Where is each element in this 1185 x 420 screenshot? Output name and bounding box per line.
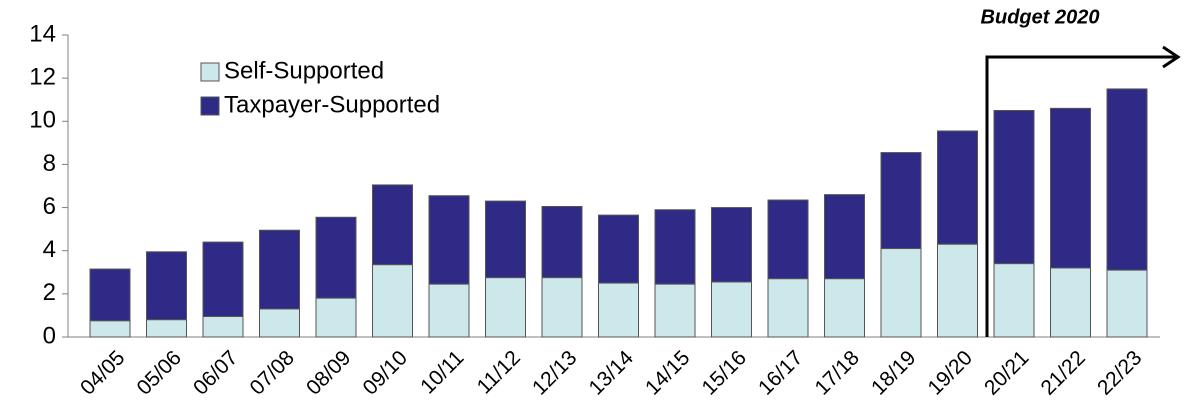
bar-segment bbox=[937, 243, 978, 338]
bar-segment bbox=[1106, 88, 1148, 271]
x-tick-label: 18/19 bbox=[867, 346, 920, 399]
bar-segment bbox=[767, 199, 809, 280]
bar-segment bbox=[880, 152, 922, 250]
x-tick-label: 04/05 bbox=[76, 346, 129, 399]
x-tick-label: 13/14 bbox=[585, 346, 639, 400]
bar-segment bbox=[824, 194, 865, 280]
bar-segment bbox=[598, 282, 639, 338]
bar-segment bbox=[598, 214, 639, 284]
bar-segment bbox=[428, 195, 470, 285]
bar-segment bbox=[541, 277, 583, 338]
legend-label: Taxpayer-Supported bbox=[224, 91, 440, 118]
bar-segment bbox=[654, 283, 696, 338]
x-tick-label: 17/18 bbox=[811, 346, 864, 399]
y-tick-label: 0 bbox=[43, 322, 56, 349]
x-tick-label: 07/08 bbox=[246, 346, 299, 399]
legend-label: Self-Supported bbox=[224, 57, 384, 84]
x-tick-label: 14/15 bbox=[641, 346, 694, 399]
legend-swatch bbox=[200, 96, 220, 116]
bar-segment bbox=[259, 308, 300, 338]
bar-segment bbox=[824, 278, 865, 338]
bar-segment bbox=[315, 216, 357, 299]
x-tick-label: 16/17 bbox=[754, 346, 807, 399]
bar-segment bbox=[1106, 269, 1148, 338]
x-tick-label: 20/21 bbox=[980, 346, 1033, 399]
y-tick-label: 4 bbox=[43, 236, 56, 263]
bar-segment bbox=[993, 263, 1035, 338]
bar-segment bbox=[372, 264, 413, 338]
bar-segment bbox=[541, 205, 583, 279]
bar-segment bbox=[315, 297, 357, 338]
bar-segment bbox=[937, 130, 978, 245]
bar-segment bbox=[202, 316, 244, 338]
x-tick-label: 08/09 bbox=[302, 346, 355, 399]
bar-segment bbox=[89, 268, 131, 322]
bar-segment bbox=[146, 251, 187, 321]
x-tick-label: 06/07 bbox=[189, 346, 242, 399]
y-tick-label: 12 bbox=[29, 63, 56, 90]
bar-segment bbox=[711, 281, 752, 338]
bar-segment bbox=[485, 277, 526, 338]
bar-segment bbox=[767, 278, 809, 338]
bar-segment bbox=[146, 319, 187, 338]
x-tick-label: 12/13 bbox=[528, 346, 581, 399]
legend-swatch bbox=[200, 62, 220, 82]
budget-arrow bbox=[985, 55, 1175, 337]
y-tick-label: 8 bbox=[43, 150, 56, 177]
bar-segment bbox=[711, 207, 752, 283]
x-tick-label: 15/16 bbox=[698, 346, 751, 399]
y-tick-label: 6 bbox=[43, 193, 56, 220]
bar-segment bbox=[654, 209, 696, 285]
bar-segment bbox=[1050, 267, 1091, 338]
y-tick-label: 10 bbox=[29, 107, 56, 134]
y-tick-label: 2 bbox=[43, 279, 56, 306]
bar-segment bbox=[202, 241, 244, 318]
bar-segment bbox=[1050, 107, 1091, 269]
bar-segment bbox=[993, 110, 1035, 265]
x-tick-label: 11/12 bbox=[473, 346, 525, 398]
y-tick-label: 14 bbox=[29, 20, 56, 47]
x-tick-label: 05/06 bbox=[133, 346, 186, 399]
bar-segment bbox=[485, 200, 526, 279]
x-tick-label: 19/20 bbox=[924, 346, 977, 399]
bar-segment bbox=[372, 184, 413, 266]
bar-segment bbox=[89, 320, 131, 338]
x-tick-label: 21/22 bbox=[1037, 346, 1090, 399]
arrow-head bbox=[1162, 45, 1181, 69]
bar-segment bbox=[428, 283, 470, 338]
x-tick-label: 09/10 bbox=[359, 346, 412, 399]
bar-segment bbox=[880, 248, 922, 338]
x-tick-label: 22/23 bbox=[1093, 346, 1146, 399]
annotation: Budget 2020 bbox=[981, 6, 1100, 28]
bar-segment bbox=[259, 229, 300, 310]
x-tick-label: 10/11 bbox=[416, 346, 468, 398]
